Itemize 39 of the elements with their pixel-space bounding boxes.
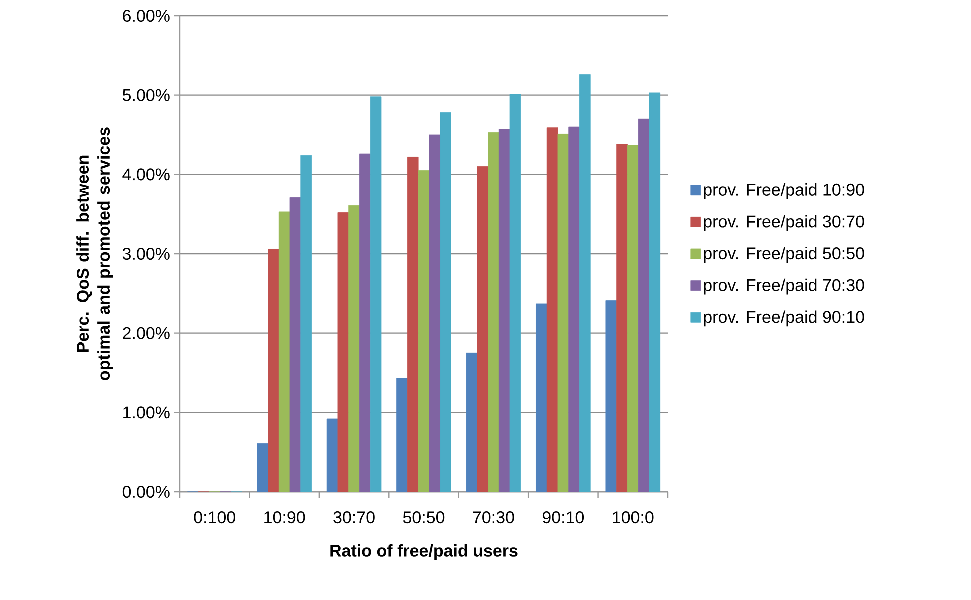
legend-label: prov. Free/paid 30:70	[704, 215, 864, 232]
bar	[466, 352, 478, 492]
bar	[616, 144, 628, 492]
bar	[396, 378, 408, 492]
x-tick-label: 50:50	[403, 512, 445, 524]
y-tick-label: 0.00%	[122, 486, 170, 498]
bar	[429, 134, 441, 492]
bar	[360, 154, 371, 492]
y-tick-label: 3.00%	[122, 248, 170, 260]
x-tick-label: 10:90	[264, 512, 306, 524]
bar	[536, 304, 548, 492]
bar	[477, 166, 488, 492]
bar	[257, 443, 268, 492]
x-tick-label: 90:10	[542, 512, 584, 524]
legend-label: prov. Free/paid 70:30	[704, 278, 864, 295]
bar	[290, 197, 302, 492]
x-tick-label: 100:0	[613, 512, 654, 524]
bar	[326, 418, 338, 492]
x-tick-label: 0:100	[194, 512, 236, 524]
bar	[568, 126, 580, 492]
y-tick-label: 4.00%	[122, 168, 170, 181]
y-tick-label: 5.00%	[122, 89, 170, 102]
bar	[546, 128, 558, 492]
legend-label: prov. Free/paid 50:50	[704, 247, 864, 263]
x-tick-label: 70:30	[473, 512, 514, 524]
bar	[407, 157, 419, 492]
bar	[338, 212, 350, 492]
legend-label: prov. Free/paid 90:10	[704, 310, 864, 327]
x-tick-label: 30:70	[334, 512, 375, 524]
bar	[498, 129, 510, 492]
y-tick-label: 6.00%	[123, 10, 170, 22]
y-axis-title: Perc. QoS diff. between optimal and promoted services	[76, 128, 114, 380]
bar	[268, 249, 280, 492]
x-axis-title: Ratio of free/paid users	[330, 544, 518, 560]
bar	[638, 118, 650, 492]
y-tick-label: 1.00%	[124, 406, 170, 419]
legend-label: prov. Free/paid 10:90	[704, 183, 864, 200]
bar	[606, 300, 618, 492]
y-tick-label: 2.00%	[123, 327, 170, 340]
